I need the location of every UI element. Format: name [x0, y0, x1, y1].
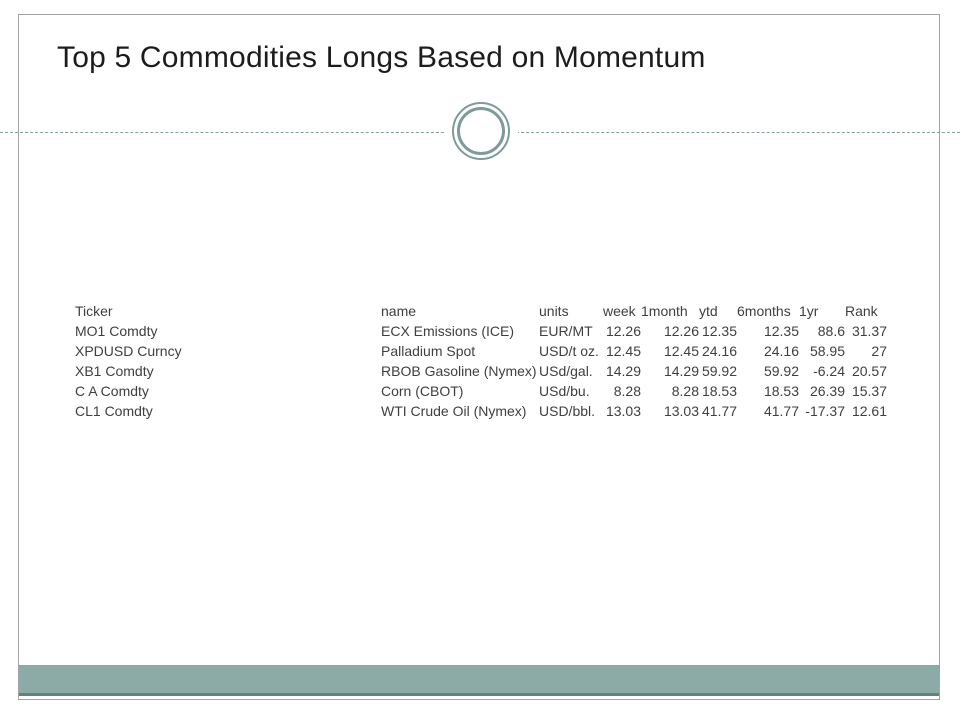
- table-cell: 18.53: [763, 383, 799, 399]
- table-cell: EUR/MT: [539, 323, 593, 339]
- table-cell: 12.26: [663, 323, 699, 339]
- table-header-row: Ticker name units week 1month ytd 6months 1yr Ra…: [75, 301, 887, 321]
- table-cell: 41.77: [763, 403, 799, 419]
- table-row: XB1 Comdty RBOB Gasoline (Nymex) USd/gal. 1…: [75, 361, 887, 381]
- table-cell: 18.53: [701, 383, 737, 399]
- table-cell: 14.29: [663, 363, 699, 379]
- table-cell: -6.24: [813, 363, 845, 379]
- table-cell: 12.35: [763, 323, 799, 339]
- table-cell: 8.28: [671, 383, 699, 399]
- column-header: week: [603, 303, 636, 319]
- column-header: Rank: [845, 303, 878, 319]
- table-cell: 12.35: [701, 323, 737, 339]
- table-cell: 58.95: [809, 343, 845, 359]
- table-cell: MO1 Comdty: [75, 323, 158, 339]
- table-cell: XB1 Comdty: [75, 363, 154, 379]
- circle-ornament-icon: [452, 102, 510, 160]
- table-cell: USD/bbl.: [539, 403, 596, 419]
- table-cell: CL1 Comdty: [75, 403, 153, 419]
- table-cell: XPDUSD Curncy: [75, 343, 182, 359]
- table-cell: USd/gal.: [539, 363, 593, 379]
- table-cell: USD/t oz.: [539, 343, 599, 359]
- table-cell: 15.37: [851, 383, 887, 399]
- table-cell: 88.6: [817, 323, 845, 339]
- column-header: 6months: [737, 303, 791, 319]
- table-cell: 12.45: [605, 343, 641, 359]
- table-cell: 26.39: [809, 383, 845, 399]
- table-cell: Palladium Spot: [381, 343, 476, 359]
- table-cell: 24.16: [701, 343, 737, 359]
- column-header: ytd: [699, 303, 718, 319]
- table-body: MO1 Comdty ECX Emissions (ICE) EUR/MT 12.26…: [75, 321, 887, 421]
- table-cell: 12.45: [663, 343, 699, 359]
- table-cell: 14.29: [605, 363, 641, 379]
- table-cell: 41.77: [701, 403, 737, 419]
- table-cell: 20.57: [851, 363, 887, 379]
- table-cell: 27: [871, 343, 887, 359]
- table-row: XPDUSD Curncy Palladium Spot USD/t oz. 12.4…: [75, 341, 887, 361]
- table-cell: -17.37: [805, 403, 845, 419]
- table-cell: 31.37: [851, 323, 887, 339]
- table-cell: RBOB Gasoline (Nymex): [381, 363, 537, 379]
- commodities-table: Ticker name units week 1month ytd 6months 1yr Ra…: [75, 301, 887, 421]
- column-header: 1yr: [799, 303, 819, 319]
- table-cell: 59.92: [763, 363, 799, 379]
- table-cell: WTI Crude Oil (Nymex): [381, 403, 527, 419]
- column-header: units: [539, 303, 569, 319]
- table-row: C A Comdty Corn (CBOT) USd/bu. 8.28 8.28 18.5…: [75, 381, 887, 401]
- table-cell: 12.61: [851, 403, 887, 419]
- table-cell: ECX Emissions (ICE): [381, 323, 515, 339]
- table-cell: 24.16: [763, 343, 799, 359]
- table-cell: 13.03: [663, 403, 699, 419]
- table-cell: C A Comdty: [75, 383, 149, 399]
- table-row: CL1 Comdty WTI Crude Oil (Nymex) USD/bbl. 1…: [75, 401, 887, 421]
- column-header: name: [381, 303, 417, 319]
- table-cell: USd/bu.: [539, 383, 590, 399]
- table-cell: 13.03: [605, 403, 641, 419]
- footer-accent-band: [19, 665, 939, 696]
- table-cell: 8.28: [613, 383, 641, 399]
- circle-ornament-inner-ring: [457, 107, 505, 155]
- slide-title: Top 5 Commodities Longs Based on Momentu…: [57, 41, 706, 74]
- column-header: 1month: [641, 303, 688, 319]
- table-cell: 12.26: [605, 323, 641, 339]
- table-row: MO1 Comdty ECX Emissions (ICE) EUR/MT 12.26…: [75, 321, 887, 341]
- column-header: Ticker: [75, 303, 113, 319]
- table-cell: Corn (CBOT): [381, 383, 464, 399]
- table-wrap: Ticker name units week 1month ytd 6months 1yr Ra…: [75, 301, 887, 421]
- table-cell: 59.92: [701, 363, 737, 379]
